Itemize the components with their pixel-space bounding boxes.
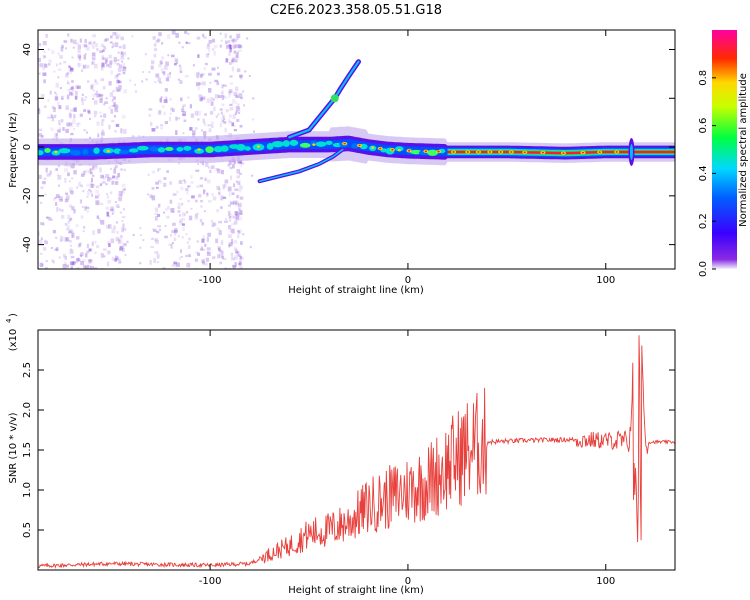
colorbar-gradient (712, 30, 737, 269)
colorbar-label: Normalized spectral amplitude (738, 73, 749, 227)
snr-series-line (38, 335, 675, 570)
colorbar: 0.0 0.2 0.4 0.6 0.8 Normalized spectral ampl… (698, 30, 749, 277)
snr-ytick-label: 1.0 (22, 482, 33, 498)
noise-speckle (38, 32, 257, 269)
colorbar-tick-label: 0.6 (698, 118, 709, 134)
spectrogram-axes: -100 0 100 -40 -20 0 20 40 (22, 30, 675, 286)
snr-ytick-label: 1.5 (22, 442, 33, 458)
snr-background (38, 330, 675, 570)
colorbar-tick-label: 0.0 (698, 261, 709, 277)
snr-xtick-label: -100 (199, 576, 222, 587)
spectrogram-xtick-label: -100 (199, 275, 222, 286)
snr-xtick-label: 0 (405, 576, 411, 587)
spectrogram-ytick-label: -40 (22, 236, 33, 252)
lower-branch (257, 147, 345, 184)
snr-multiplier: (x10 4 ) (5, 313, 19, 351)
figure-title: C2E6.2023.358.05.51.G18 (270, 3, 442, 18)
snr-panel: -100 0 100 0.5 1.0 1.5 2.0 2.5 Height of straig… (5, 313, 676, 596)
colorbar-tick-label: 0.4 (698, 165, 709, 181)
spectrogram-xtick-label: 0 (405, 275, 411, 286)
spectrogram-marks (38, 30, 675, 269)
spectrogram-ytick-label: 20 (22, 92, 33, 105)
trace-blobs (38, 139, 620, 156)
spectrogram-xlabel: Height of straight line (km) (288, 285, 424, 296)
spectrogram-ytick-label: 40 (22, 43, 33, 56)
noise-streak (65, 33, 101, 269)
spectrogram-ylabel: Frequency (Hz) (8, 112, 19, 188)
trace-spike (628, 137, 635, 166)
spectrogram-ytick-label: 0 (22, 144, 33, 150)
snr-multiplier-label: (x10 (8, 329, 19, 352)
colorbar-tick-label: 0.8 (698, 70, 709, 86)
snr-ylabel: SNR (10 * v/v) (8, 412, 19, 483)
snr-multiplier-exp: 4 (5, 318, 13, 323)
colorbar-ticks: 0.0 0.2 0.4 0.6 0.8 (698, 70, 716, 277)
snr-multiplier-close: ) (8, 313, 19, 317)
spectrogram-xtick-label: 100 (596, 275, 615, 286)
snr-xtick-label: 100 (596, 576, 615, 587)
upper-branch (286, 59, 361, 140)
spectrogram-panel: -100 0 100 -40 -20 0 20 40 Height of straight l… (8, 29, 676, 296)
snr-ytick-label: 0.5 (22, 522, 33, 538)
noise-streak (98, 32, 128, 269)
snr-ytick-label: 2.5 (22, 362, 33, 378)
snr-ytick-label: 2.0 (22, 402, 33, 418)
snr-xlabel: Height of straight line (km) (288, 585, 424, 596)
colorbar-tick-label: 0.2 (698, 213, 709, 229)
snr-axes: -100 0 100 0.5 1.0 1.5 2.0 2.5 (22, 330, 675, 587)
spectrogram-frame (37, 29, 676, 270)
spectrogram-ytick-label: -20 (22, 188, 33, 204)
snr-marks (38, 335, 675, 570)
